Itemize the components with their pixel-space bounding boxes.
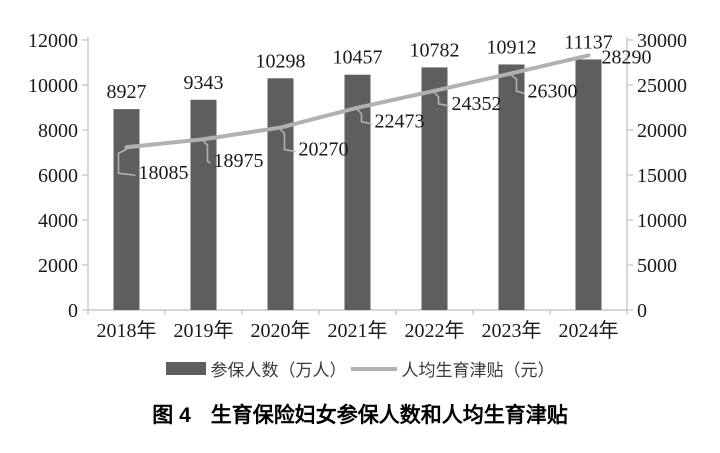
legend-label-bar-series: 参保人数（万人） bbox=[210, 361, 347, 380]
bar-2019年 bbox=[190, 99, 217, 310]
left-axis-tick-label: 6000 bbox=[38, 165, 78, 187]
line-value-label: 20270 bbox=[299, 139, 349, 161]
left-axis-tick-label: 12000 bbox=[28, 30, 78, 52]
left-axis-tick-label: 2000 bbox=[38, 255, 78, 277]
line-value-label: 24352 bbox=[452, 93, 502, 115]
label-leader-line bbox=[202, 140, 211, 164]
line-value-label: 18085 bbox=[139, 162, 189, 184]
figure-caption: 图 4 生育保险妇女参保人数和人均生育津贴 bbox=[0, 399, 720, 429]
label-leader-line bbox=[117, 148, 136, 177]
right-axis-tick-label: 20000 bbox=[637, 120, 687, 142]
bar-2024年 bbox=[575, 59, 602, 311]
left-axis-tick-label: 4000 bbox=[38, 210, 78, 232]
label-leader-line bbox=[356, 109, 372, 125]
caption-prefix: 图 4 bbox=[152, 404, 191, 427]
left-axis-tick-label: 10000 bbox=[28, 75, 78, 97]
combo-chart: 0 2000 4000 6000 8000 10000 12000 0 5000 10000 150… bbox=[28, 30, 687, 342]
bar-value-label: 10457 bbox=[333, 47, 383, 69]
label-leader-line bbox=[511, 74, 525, 95]
line-series bbox=[124, 53, 591, 150]
x-axis-label: 2019年 bbox=[174, 319, 234, 342]
bar-2021年 bbox=[344, 74, 371, 310]
legend-item-line-series: 人均生育津贴（元） bbox=[350, 356, 555, 381]
right-axis-tick-label: 25000 bbox=[637, 75, 687, 97]
left-axis-tick-label: 0 bbox=[68, 300, 78, 322]
legend: 参保人数（万人） 人均生育津贴（元） bbox=[0, 356, 720, 381]
right-axis-tick-label: 30000 bbox=[637, 30, 687, 52]
x-axis-label: 2022年 bbox=[405, 319, 465, 342]
line-series-swatch bbox=[350, 366, 397, 371]
bar-2020年 bbox=[267, 78, 294, 310]
bar-value-label: 10782 bbox=[410, 39, 460, 61]
left-axis-tick-label: 8000 bbox=[38, 120, 78, 142]
caption-title: 生育保险妇女参保人数和人均生育津贴 bbox=[210, 404, 568, 427]
bar-2022年 bbox=[421, 67, 448, 310]
x-axis-label: 2023年 bbox=[482, 319, 542, 342]
bar-value-label: 11137 bbox=[564, 31, 613, 53]
bar-value-label: 9343 bbox=[184, 72, 224, 94]
bar-2018年 bbox=[113, 109, 140, 310]
bar-value-label: 10298 bbox=[256, 50, 306, 72]
bar-series-swatch bbox=[165, 362, 206, 375]
label-leader-line bbox=[433, 92, 449, 107]
line-value-label: 26300 bbox=[528, 80, 578, 102]
label-leader-line bbox=[279, 129, 296, 153]
legend-item-bar-series: 参保人数（万人） bbox=[165, 356, 347, 381]
right-axis-tick-label: 15000 bbox=[637, 165, 687, 187]
x-axis-label: 2018年 bbox=[97, 319, 157, 342]
right-axis-tick-label: 5000 bbox=[637, 255, 677, 277]
bar-value-label: 10912 bbox=[487, 36, 537, 58]
line-value-label: 18975 bbox=[214, 150, 264, 172]
x-axis-label: 2024年 bbox=[559, 319, 619, 342]
bar-value-label: 8927 bbox=[107, 81, 147, 103]
x-axis-label: 2021年 bbox=[328, 319, 388, 342]
right-axis-tick-label: 0 bbox=[637, 300, 647, 322]
bar-2023年 bbox=[498, 64, 525, 310]
line-value-label: 28290 bbox=[602, 46, 652, 68]
x-axis-label: 2020年 bbox=[251, 319, 311, 342]
line-value-label: 22473 bbox=[375, 111, 425, 133]
legend-label-line-series: 人均生育津贴（元） bbox=[401, 361, 555, 380]
right-axis-tick-label: 10000 bbox=[637, 210, 687, 232]
